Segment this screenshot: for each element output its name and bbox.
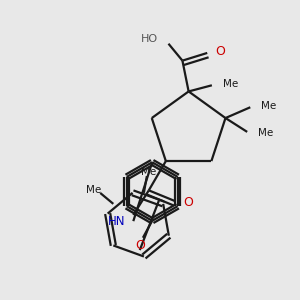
- Text: Me: Me: [85, 185, 101, 195]
- Text: O: O: [215, 45, 225, 58]
- Text: Me: Me: [261, 101, 276, 111]
- Text: Me: Me: [141, 167, 156, 177]
- Text: HN: HN: [108, 214, 125, 228]
- Text: O: O: [183, 196, 193, 209]
- Text: Me: Me: [258, 128, 273, 138]
- Text: Me: Me: [223, 79, 238, 89]
- Text: HO: HO: [141, 34, 158, 44]
- Text: O: O: [135, 239, 145, 252]
